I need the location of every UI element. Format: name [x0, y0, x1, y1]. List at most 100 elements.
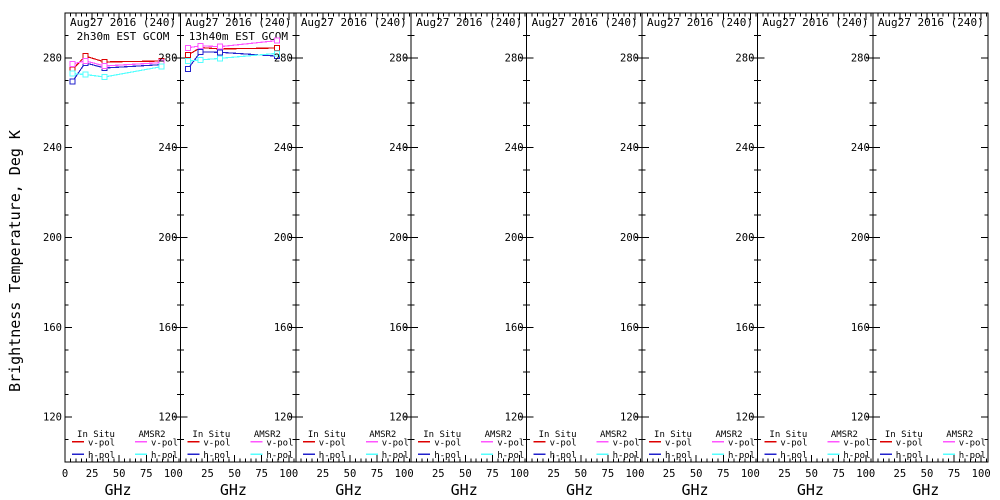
- x-tick-label: 100: [279, 468, 298, 480]
- series-line-amsr2_h: [72, 66, 162, 78]
- y-tick-label: 240: [389, 142, 408, 154]
- y-tick-label: 200: [505, 232, 524, 244]
- x-axis-unit-label: GHz: [104, 481, 131, 499]
- y-tick-label: 120: [274, 412, 293, 424]
- data-point-insitu_h: [184, 65, 191, 72]
- panel-title: Aug27 2016 (240): [301, 16, 407, 29]
- panel-7: 120 160 200 240 280 25 50 75 100 GHz Aug27 2016 (2…: [735, 12, 875, 499]
- x-tick-label: 25: [547, 468, 560, 480]
- legend-header-amsr2: AMSR2: [369, 430, 396, 440]
- x-tick-label: 25: [317, 468, 330, 480]
- y-tick-label: 120: [158, 412, 177, 424]
- legend-label-insitu-hpol: h-pol: [780, 451, 807, 461]
- x-tick-label: 100: [510, 468, 529, 480]
- x-tick-label: 50: [690, 468, 703, 480]
- data-point-amsr2_v: [184, 44, 191, 51]
- x-axis-unit-label: GHz: [681, 481, 708, 499]
- x-tick-label: 75: [486, 468, 499, 480]
- panel-title: Aug27 2016 (240): [878, 16, 984, 29]
- data-point-amsr2_v: [101, 62, 108, 69]
- x-axis-unit-label: GHz: [451, 481, 478, 499]
- y-axis-title: Brightness Temperature, Deg K: [6, 130, 24, 392]
- x-tick-label: 75: [832, 468, 845, 480]
- y-tick-label: 200: [274, 232, 293, 244]
- panel-group: 120 160 200 240 280 0 25 50 75 100 GHz Aug27 2016 (…: [43, 12, 991, 499]
- x-tick-label: 75: [717, 468, 730, 480]
- y-tick-label: 240: [505, 142, 524, 154]
- x-tick-label: 100: [741, 468, 760, 480]
- x-tick-label: 50: [228, 468, 241, 480]
- y-tick-label: 120: [851, 412, 870, 424]
- panel-6: 120 160 200 240 280 25 50 75 100 GHz Aug27 2016 (2…: [620, 12, 760, 499]
- x-axis-unit-label: GHz: [797, 481, 824, 499]
- y-tick-label: 240: [158, 142, 177, 154]
- legend-label-amsr2-vpol: v-pol: [959, 439, 986, 449]
- series-line-insitu_h: [72, 62, 162, 82]
- data-point-insitu_h: [216, 49, 223, 56]
- legend-label-insitu-hpol: h-pol: [319, 451, 346, 461]
- x-tick-label: 50: [574, 468, 587, 480]
- x-tick-label: 25: [894, 468, 907, 480]
- legend-header-insitu: In Situ: [423, 430, 461, 440]
- x-tick-label: 75: [140, 468, 153, 480]
- series-line-amsr2_h: [187, 52, 277, 62]
- y-tick-label: 280: [43, 52, 62, 64]
- y-tick-label: 200: [389, 232, 408, 244]
- y-tick-label: 240: [274, 142, 293, 154]
- y-tick-label: 160: [505, 322, 524, 334]
- legend-header-amsr2: AMSR2: [254, 430, 281, 440]
- y-tick-label: 240: [620, 142, 639, 154]
- y-tick-label: 160: [851, 322, 870, 334]
- legend-label-insitu-hpol: h-pol: [88, 451, 115, 461]
- x-tick-label: 75: [371, 468, 384, 480]
- x-tick-label: 25: [432, 468, 445, 480]
- y-tick-label: 160: [43, 322, 62, 334]
- legend-label-amsr2-vpol: v-pol: [728, 439, 755, 449]
- legend-header-amsr2: AMSR2: [831, 430, 858, 440]
- legend-label-amsr2-vpol: v-pol: [266, 439, 293, 449]
- legend-label-insitu-vpol: v-pol: [550, 439, 577, 449]
- y-tick-label: 280: [274, 52, 293, 64]
- panel-title: Aug27 2016 (240): [416, 16, 522, 29]
- data-point-amsr2_h: [184, 58, 191, 65]
- y-tick-label: 280: [158, 52, 177, 64]
- y-tick-label: 240: [735, 142, 754, 154]
- y-tick-label: 280: [851, 52, 870, 64]
- legend-label-insitu-hpol: h-pol: [203, 451, 230, 461]
- x-axis-unit-label: GHz: [566, 481, 593, 499]
- x-tick-label: 75: [255, 468, 268, 480]
- data-point-amsr2_h: [216, 55, 223, 62]
- x-axis-unit-label: GHz: [220, 481, 247, 499]
- x-tick-label: 50: [344, 468, 357, 480]
- data-point-amsr2_v: [82, 57, 89, 64]
- legend-label-insitu-vpol: v-pol: [88, 439, 115, 449]
- x-axis-unit-label: GHz: [335, 481, 362, 499]
- x-tick-label: 100: [164, 468, 183, 480]
- legend-label-amsr2-hpol: h-pol: [959, 451, 986, 461]
- legend-label-amsr2-hpol: h-pol: [382, 451, 409, 461]
- legend-label-insitu-hpol: h-pol: [896, 451, 923, 461]
- y-tick-label: 200: [620, 232, 639, 244]
- y-tick-label: 200: [735, 232, 754, 244]
- x-tick-label: 50: [921, 468, 934, 480]
- y-tick-label: 120: [43, 412, 62, 424]
- legend-label-amsr2-vpol: v-pol: [843, 439, 870, 449]
- x-tick-label: 25: [663, 468, 676, 480]
- data-point-amsr2_h: [197, 56, 204, 63]
- y-tick-label: 160: [620, 322, 639, 334]
- panel-title: Aug27 2016 (240): [532, 16, 638, 29]
- panel-title: Aug27 2016 (240): [185, 16, 291, 29]
- data-point-insitu_v: [184, 51, 191, 58]
- y-tick-label: 280: [620, 52, 639, 64]
- legend-label-insitu-hpol: h-pol: [550, 451, 577, 461]
- y-tick-label: 200: [158, 232, 177, 244]
- x-tick-label: 50: [459, 468, 472, 480]
- data-point-amsr2_h: [158, 63, 165, 70]
- panel-4: 120 160 200 240 280 25 50 75 100 GHz Aug27 2016 (2…: [389, 12, 529, 499]
- y-tick-label: 280: [735, 52, 754, 64]
- y-tick-label: 120: [620, 412, 639, 424]
- panel-2: 120 160 200 240 280 25 50 75 100 GHz Aug27 2016 (2…: [158, 12, 298, 499]
- panel-subtitle: 2h30m EST GCOM: [77, 30, 170, 43]
- series-line-insitu_v: [187, 46, 277, 56]
